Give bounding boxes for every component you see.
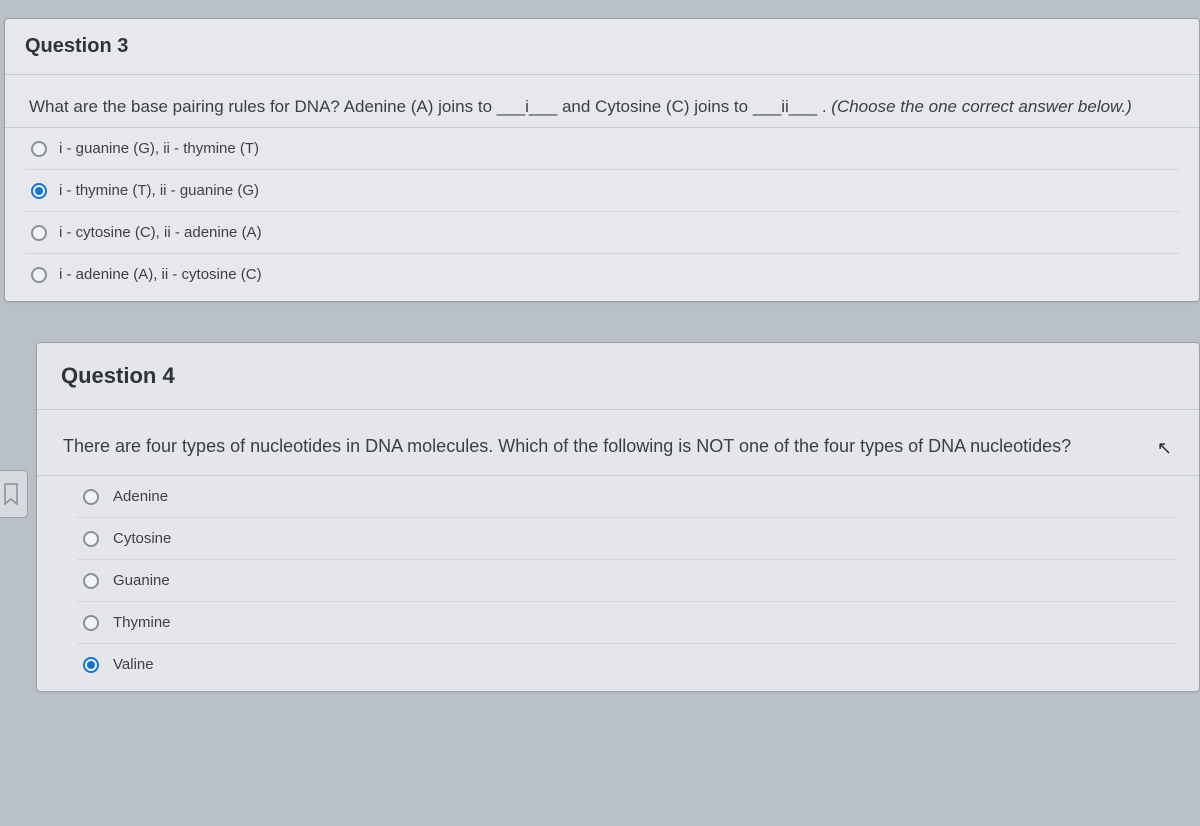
q4-option-label: Valine — [113, 656, 154, 673]
q3-option-2[interactable]: i - cytosine (C), ii - adenine (A) — [25, 212, 1179, 254]
question-3-prompt: What are the base pairing rules for DNA?… — [5, 75, 1199, 128]
question-4-card: Question 4 There are four types of nucle… — [36, 342, 1200, 692]
question-3-options: i - guanine (G), ii - thymine (T) i - th… — [5, 128, 1199, 301]
question-3-card: Question 3 What are the base pairing rul… — [4, 18, 1200, 302]
q4-option-2[interactable]: Guanine — [77, 560, 1177, 602]
radio-icon[interactable] — [83, 489, 99, 505]
radio-icon[interactable] — [83, 657, 99, 673]
q4-option-label: Adenine — [113, 488, 168, 505]
q3-option-label: i - guanine (G), ii - thymine (T) — [59, 140, 259, 157]
radio-icon[interactable] — [31, 225, 47, 241]
radio-icon[interactable] — [31, 183, 47, 199]
q4-option-label: Cytosine — [113, 530, 171, 547]
question-3-title: Question 3 — [5, 19, 1199, 75]
q4-option-label: Thymine — [113, 614, 171, 631]
question-3-prompt-text: What are the base pairing rules for DNA?… — [29, 97, 831, 116]
radio-icon[interactable] — [83, 615, 99, 631]
q4-option-4[interactable]: Valine — [77, 644, 1177, 685]
q3-option-3[interactable]: i - adenine (A), ii - cytosine (C) — [25, 254, 1179, 295]
q4-option-1[interactable]: Cytosine — [77, 518, 1177, 560]
q4-option-label: Guanine — [113, 572, 170, 589]
q3-option-label: i - thymine (T), ii - guanine (G) — [59, 182, 259, 199]
q3-option-label: i - cytosine (C), ii - adenine (A) — [59, 224, 262, 241]
q3-option-1[interactable]: i - thymine (T), ii - guanine (G) — [25, 170, 1179, 212]
question-4-options: Adenine Cytosine Guanine Thymine Valine — [37, 476, 1199, 691]
q3-option-label: i - adenine (A), ii - cytosine (C) — [59, 266, 262, 283]
radio-icon[interactable] — [31, 141, 47, 157]
q4-option-3[interactable]: Thymine — [77, 602, 1177, 644]
question-4-title: Question 4 — [37, 343, 1199, 410]
q4-option-0[interactable]: Adenine — [77, 476, 1177, 518]
radio-icon[interactable] — [83, 573, 99, 589]
question-4-prompt: There are four types of nucleotides in D… — [37, 410, 1199, 476]
question-3-hint: (Choose the one correct answer below.) — [831, 97, 1132, 116]
bookmark-tab[interactable] — [0, 470, 28, 518]
radio-icon[interactable] — [83, 531, 99, 547]
q3-option-0[interactable]: i - guanine (G), ii - thymine (T) — [25, 128, 1179, 170]
bookmark-icon — [2, 482, 20, 506]
radio-icon[interactable] — [31, 267, 47, 283]
